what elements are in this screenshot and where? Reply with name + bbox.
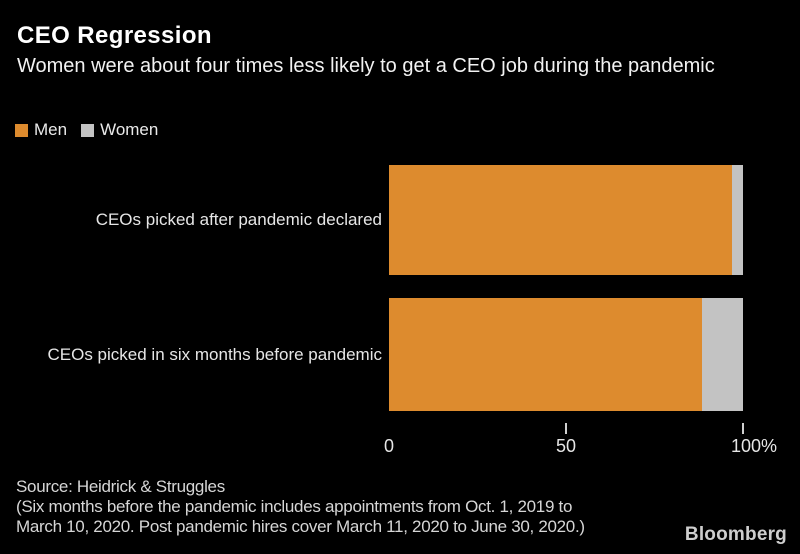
legend-item-women: Women	[81, 120, 158, 140]
legend-swatch-men-icon	[15, 123, 28, 137]
note-line-1: (Six months before the pandemic includes…	[16, 497, 573, 516]
source-note: Source: Heidrick & Struggles (Six months…	[16, 477, 585, 537]
note-line-2: March 10, 2020. Post pandemic hires cove…	[16, 517, 585, 536]
bloomberg-logo: Bloomberg	[684, 524, 787, 545]
bar-segment-women	[701, 298, 743, 411]
plot-area: 0 50 100%	[384, 165, 777, 475]
legend: Men Women	[15, 120, 158, 140]
legend-item-men: Men	[15, 120, 67, 140]
bar-segment-men	[389, 298, 702, 411]
category-label-after-pandemic: CEOs picked after pandemic declared	[95, 210, 382, 229]
legend-swatch-women-icon	[81, 123, 95, 137]
legend-label-women: Women	[100, 120, 159, 139]
x-axis-tick-100	[742, 423, 744, 434]
chart-subtitle: Women were about four times less likely …	[17, 55, 715, 77]
x-axis-tick-50	[565, 423, 567, 434]
chart-title: CEO Regression	[17, 22, 212, 49]
x-axis-label-100: 100%	[730, 436, 778, 456]
bar-segment-women	[732, 165, 743, 275]
legend-label-men: Men	[34, 120, 68, 139]
bar-before-pandemic	[389, 298, 743, 411]
x-axis-label-50: 50	[555, 436, 577, 456]
bar-after-pandemic	[389, 165, 743, 275]
source-line: Source: Heidrick & Struggles	[16, 477, 225, 496]
category-label-before-pandemic: CEOs picked in six months before pandemi…	[47, 344, 383, 364]
bar-segment-men	[389, 165, 733, 275]
x-axis-label-0: 0	[383, 436, 395, 456]
